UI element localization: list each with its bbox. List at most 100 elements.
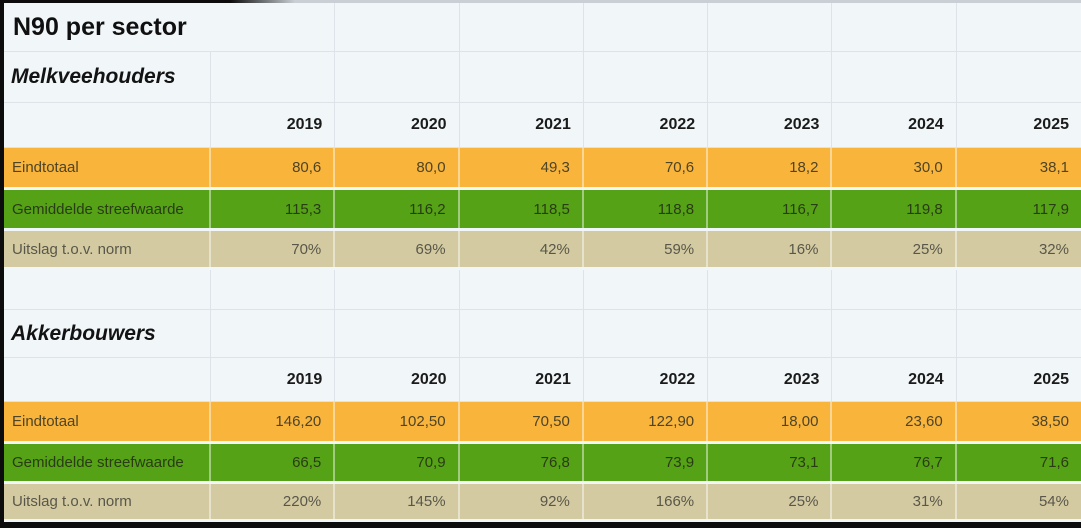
empty-cell xyxy=(335,52,460,102)
empty-cell xyxy=(211,270,336,309)
year-header: 2022 xyxy=(584,358,709,401)
row-label: Eindtotaal xyxy=(4,402,211,441)
value-cell: 38,1 xyxy=(1039,159,1069,176)
value-cell: 118,5 xyxy=(460,190,584,228)
empty-cell xyxy=(832,3,957,51)
value-cell: 70,6 xyxy=(584,148,709,187)
top-edge-border xyxy=(4,0,1081,3)
value-cell: 119,8 xyxy=(832,190,957,228)
value-cell: 59% xyxy=(584,231,709,267)
value-cell: 146,20 xyxy=(211,402,336,441)
empty-cell xyxy=(211,310,336,357)
value-cell: 42% xyxy=(460,231,584,267)
year-header: 2025 xyxy=(1033,116,1069,133)
empty-cell xyxy=(708,270,833,309)
table-row-uitslag-tov-norm: Uitslag t.o.v. norm 70% 69% 42% 59% 16% … xyxy=(4,231,1081,270)
value-cell: 25% xyxy=(708,484,833,519)
section-row-melkveehouders: Melkveehouders xyxy=(4,52,1081,103)
value-cell: 145% xyxy=(335,484,460,519)
value-cell: 80,6 xyxy=(211,148,336,187)
year-header: 2021 xyxy=(460,103,584,147)
value-cell: 69% xyxy=(335,231,460,267)
year-header: 2023 xyxy=(708,358,833,401)
year-header: 2021 xyxy=(460,358,584,401)
table-row-eindtotaal: Eindtotaal 146,20 102,50 70,50 122,90 18… xyxy=(4,402,1081,444)
value-cell: 49,3 xyxy=(460,148,584,187)
empty-cell xyxy=(832,52,957,102)
empty-cell xyxy=(957,3,1081,51)
value-cell: 122,90 xyxy=(584,402,709,441)
section-title: Akkerbouwers xyxy=(4,310,211,357)
value-cell: 118,8 xyxy=(584,190,709,228)
value-cell: 116,7 xyxy=(708,190,833,228)
value-cell: 32% xyxy=(1038,240,1069,258)
empty-cell xyxy=(584,270,709,309)
section-title: Melkveehouders xyxy=(4,52,211,102)
value-cell: 220% xyxy=(211,484,336,519)
year-header: 2025 xyxy=(1033,370,1069,388)
empty-cell xyxy=(584,52,709,102)
table-row-gemiddelde-streefwaarde: Gemiddelde streefwaarde 66,5 70,9 76,8 7… xyxy=(4,444,1081,484)
section-row-akkerbouwers: Akkerbouwers xyxy=(4,310,1081,358)
year-header: 2019 xyxy=(211,358,336,401)
value-cell: 66,5 xyxy=(211,444,336,481)
value-cell: 73,9 xyxy=(584,444,709,481)
empty-cell xyxy=(460,270,584,309)
empty-cell xyxy=(708,3,833,51)
empty-cell xyxy=(957,310,1081,357)
value-cell: 18,00 xyxy=(708,402,833,441)
value-cell: 92% xyxy=(460,484,584,519)
empty-cell xyxy=(708,310,833,357)
page-title: N90 per sector xyxy=(4,3,336,51)
year-header: 2020 xyxy=(335,358,460,401)
year-header-row: 2019 2020 2021 2022 2023 2024 2025 xyxy=(4,358,1081,402)
empty-cell xyxy=(335,3,460,51)
value-cell: 30,0 xyxy=(832,148,957,187)
empty-cell xyxy=(211,52,336,102)
row-label: Eindtotaal xyxy=(4,148,211,187)
value-cell: 70,9 xyxy=(335,444,460,481)
table-row-eindtotaal: Eindtotaal 80,6 80,0 49,3 70,6 18,2 30,0… xyxy=(4,148,1081,190)
row-label: Uitslag t.o.v. norm xyxy=(4,231,211,267)
empty-cell xyxy=(708,52,833,102)
year-header: 2022 xyxy=(584,103,709,147)
year-header: 2024 xyxy=(832,103,957,147)
value-cell: 70,50 xyxy=(460,402,584,441)
value-cell: 23,60 xyxy=(832,402,957,441)
table-row-gemiddelde-streefwaarde: Gemiddelde streefwaarde 115,3 116,2 118,… xyxy=(4,190,1081,231)
value-cell: 80,0 xyxy=(335,148,460,187)
spacer-row xyxy=(4,270,1081,310)
value-cell: 70% xyxy=(211,231,336,267)
empty-cell xyxy=(832,310,957,357)
value-cell: 38,50 xyxy=(1031,413,1069,430)
empty-cell xyxy=(584,310,709,357)
value-cell: 31% xyxy=(832,484,957,519)
value-cell: 73,1 xyxy=(708,444,833,481)
empty-cell xyxy=(832,270,957,309)
empty-cell xyxy=(584,3,709,51)
row-label: Gemiddelde streefwaarde xyxy=(4,444,211,481)
empty-cell xyxy=(4,103,211,147)
year-header: 2020 xyxy=(335,103,460,147)
value-cell: 115,3 xyxy=(211,190,336,228)
empty-cell xyxy=(460,3,584,51)
empty-cell xyxy=(335,270,460,309)
empty-cell xyxy=(460,52,584,102)
empty-cell xyxy=(957,52,1081,102)
row-label: Gemiddelde streefwaarde xyxy=(4,190,211,228)
table-row-uitslag-tov-norm: Uitslag t.o.v. norm 220% 145% 92% 166% 2… xyxy=(4,484,1081,522)
title-row: N90 per sector xyxy=(4,3,1081,52)
value-cell: 25% xyxy=(832,231,957,267)
year-header: 2023 xyxy=(708,103,833,147)
value-cell: 54% xyxy=(1038,493,1069,510)
value-cell: 117,9 xyxy=(1032,200,1069,218)
value-cell: 116,2 xyxy=(335,190,460,228)
row-label: Uitslag t.o.v. norm xyxy=(4,484,211,519)
value-cell: 76,7 xyxy=(832,444,957,481)
bottom-edge-border xyxy=(4,522,1081,528)
empty-cell xyxy=(460,310,584,357)
empty-cell xyxy=(4,358,211,401)
empty-cell xyxy=(4,270,211,309)
value-cell: 76,8 xyxy=(460,444,584,481)
